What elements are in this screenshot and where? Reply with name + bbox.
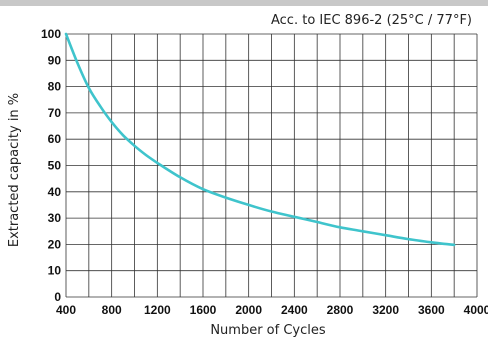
x-tick-label: 2000: [235, 303, 262, 317]
x-tick-label: 400: [56, 303, 76, 317]
y-tick-label: 80: [48, 80, 62, 94]
x-tick-label: 1600: [190, 303, 217, 317]
y-tick-label: 70: [48, 106, 62, 120]
y-tick-label: 100: [41, 27, 61, 41]
x-tick-label: 800: [102, 303, 122, 317]
y-tick-label: 10: [48, 264, 62, 278]
y-tick-label: 50: [48, 159, 62, 173]
x-tick-label: 3600: [418, 303, 445, 317]
x-axis-label: Number of Cycles: [210, 323, 326, 338]
top-border-strip: [0, 0, 488, 6]
y-axis-label: Extracted capacity in %: [7, 93, 22, 247]
x-tick-label: 2400: [281, 303, 308, 317]
y-tick-label: 60: [48, 132, 62, 146]
y-tick-label: 90: [48, 53, 62, 67]
x-tick-label: 2800: [327, 303, 354, 317]
capacity-curve: [64, 32, 456, 247]
grid: [65, 33, 478, 298]
x-tick-label: 1200: [144, 303, 171, 317]
y-tick-label: 40: [48, 185, 62, 199]
series-group: [64, 32, 456, 247]
y-tick-label: 20: [48, 237, 62, 251]
y-tick-labels: 0 10 20 30 40 50 60 70 80 90 100: [41, 27, 61, 304]
y-tick-label: 0: [54, 290, 61, 304]
x-tick-label: 3200: [372, 303, 399, 317]
x-tick-label: 4000: [464, 303, 488, 317]
x-tick-labels: 400 800 1200 1600 2000 2400 2800 3200 3600 4000: [56, 303, 488, 317]
y-tick-label: 30: [48, 211, 62, 225]
chart-title: Acc. to IEC 896-2 (25°C / 77°F): [271, 13, 472, 28]
